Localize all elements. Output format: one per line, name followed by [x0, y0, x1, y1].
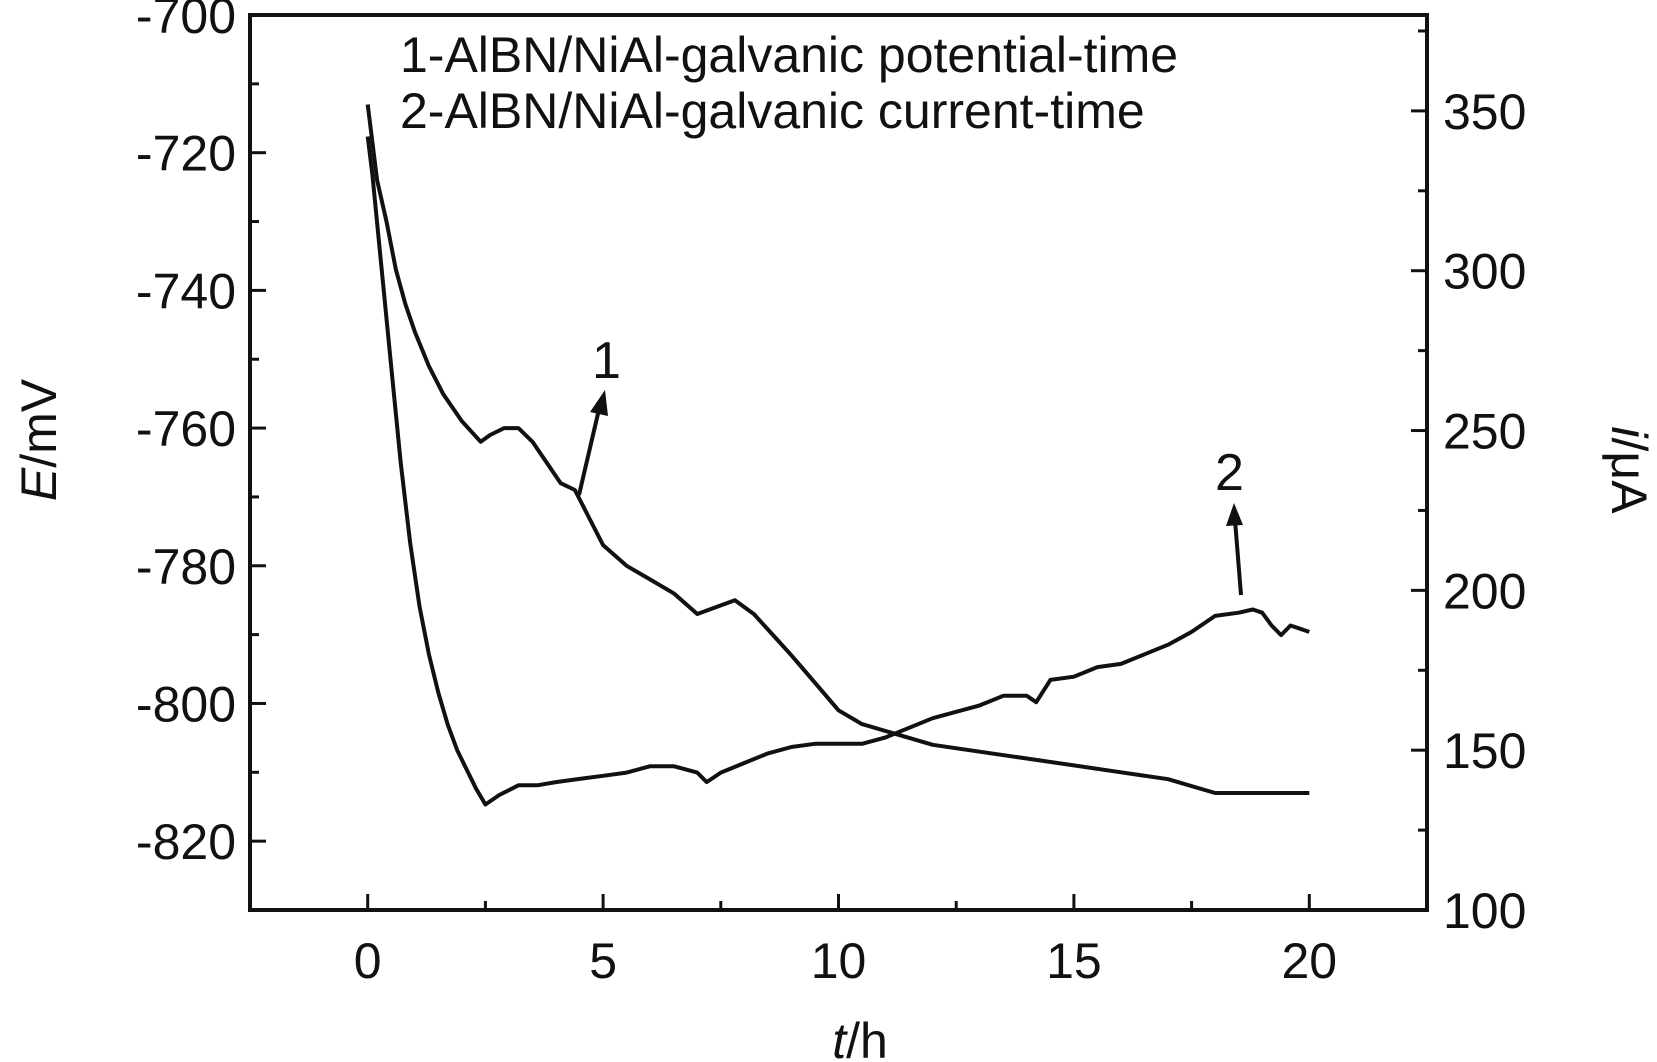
y-left-tick-label: -720: [136, 126, 236, 182]
x-tick-label: 15: [1046, 933, 1102, 989]
y-left-tick-label: -760: [136, 401, 236, 457]
y-left-axis-var: E: [11, 467, 67, 501]
y-left-tick-label: -740: [136, 263, 236, 319]
y-left-tick-label: -700: [136, 0, 236, 44]
series-group: [365, 104, 1310, 807]
y-left-axis-title: E/mV: [11, 378, 67, 501]
y-right-axis-ticks: 100 150 200 250 300 350: [1411, 29, 1526, 939]
annotation-2-label: 2: [1215, 444, 1244, 502]
y-left-tick-label: -800: [136, 676, 236, 732]
y-left-axis-ticks: -700 -720 -740 -760 -780 -800 -820: [136, 0, 266, 870]
x-axis-unit: /h: [846, 1013, 888, 1062]
x-tick-label: 10: [811, 933, 867, 989]
annotation-1: 1: [577, 332, 621, 496]
plot-frame: [248, 13, 1429, 912]
x-tick-label: 20: [1281, 933, 1337, 989]
x-axis-title: t/h: [832, 1013, 888, 1062]
y-left-tick-label: -820: [136, 814, 236, 870]
y-right-axis-var: i: [1601, 426, 1657, 439]
series-line-1: [365, 104, 1310, 795]
y-right-tick-label: 200: [1443, 563, 1526, 619]
y-right-tick-label: 100: [1443, 883, 1526, 939]
y-right-tick-label: 250: [1443, 404, 1526, 460]
y-right-tick-label: 350: [1443, 84, 1526, 140]
y-right-tick-label: 150: [1443, 723, 1526, 779]
y-left-tick-label: -780: [136, 539, 236, 595]
legend-entry-2: 2-AlBN/NiAl-galvanic current-time: [400, 83, 1145, 139]
annotation-1-arrow-shaft: [577, 404, 602, 496]
x-axis-var: t: [832, 1013, 848, 1062]
annotation-2-arrow-shaft: [1233, 519, 1243, 596]
annotation-2-arrow-head: [1226, 503, 1243, 526]
y-right-tick-label: 300: [1443, 244, 1526, 300]
y-right-axis-unit: /μA: [1601, 438, 1657, 515]
x-tick-label: 5: [589, 933, 617, 989]
annotation-1-arrow-head: [590, 390, 608, 416]
x-axis-ticks: 0 5 10 15 20: [354, 894, 1337, 989]
series-line-2: [365, 136, 1310, 807]
y-left-axis-unit: /mV: [11, 378, 67, 468]
y-right-axis-title: i/μA: [1601, 426, 1657, 514]
annotation-1-label: 1: [592, 332, 621, 390]
annotation-2: 2: [1215, 444, 1244, 596]
x-tick-label: 0: [354, 933, 382, 989]
legend-entry-1: 1-AlBN/NiAl-galvanic potential-time: [400, 27, 1178, 83]
